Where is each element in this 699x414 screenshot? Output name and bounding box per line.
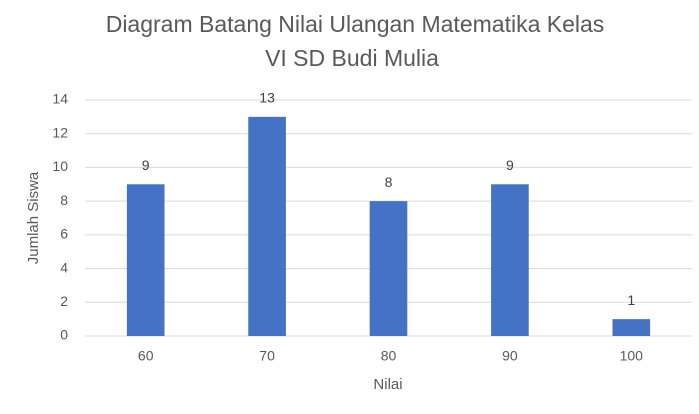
y-tick-label: 6	[60, 226, 68, 242]
chart-title: Diagram Batang Nilai Ulangan Matematika …	[106, 11, 605, 37]
x-tick-label: 90	[502, 348, 518, 364]
bar	[126, 184, 165, 336]
data-label: 9	[506, 157, 514, 173]
x-tick-label: 60	[138, 348, 154, 364]
data-label: 1	[627, 292, 635, 308]
x-tick-label: 100	[620, 348, 644, 364]
chart-title: VI SD Budi Mulia	[265, 45, 439, 71]
bar	[612, 319, 651, 336]
y-tick-label: 14	[52, 91, 68, 107]
data-label: 8	[385, 174, 393, 190]
data-label: 13	[259, 90, 275, 106]
bar	[248, 116, 286, 336]
y-tick-label: 10	[52, 158, 68, 174]
data-label: 9	[142, 157, 150, 173]
y-tick-label: 12	[52, 124, 68, 140]
y-tick-label: 2	[60, 293, 68, 309]
y-tick-label: 0	[60, 327, 68, 343]
x-tick-label: 80	[381, 348, 397, 364]
x-axis-title: Nilai	[373, 376, 402, 393]
y-tick-label: 8	[60, 192, 68, 208]
bar	[491, 184, 529, 336]
y-tick-label: 4	[60, 259, 68, 275]
y-axis-title: Jumlah Siswa	[25, 171, 42, 264]
x-tick-label: 70	[259, 348, 275, 364]
bar	[369, 201, 408, 336]
